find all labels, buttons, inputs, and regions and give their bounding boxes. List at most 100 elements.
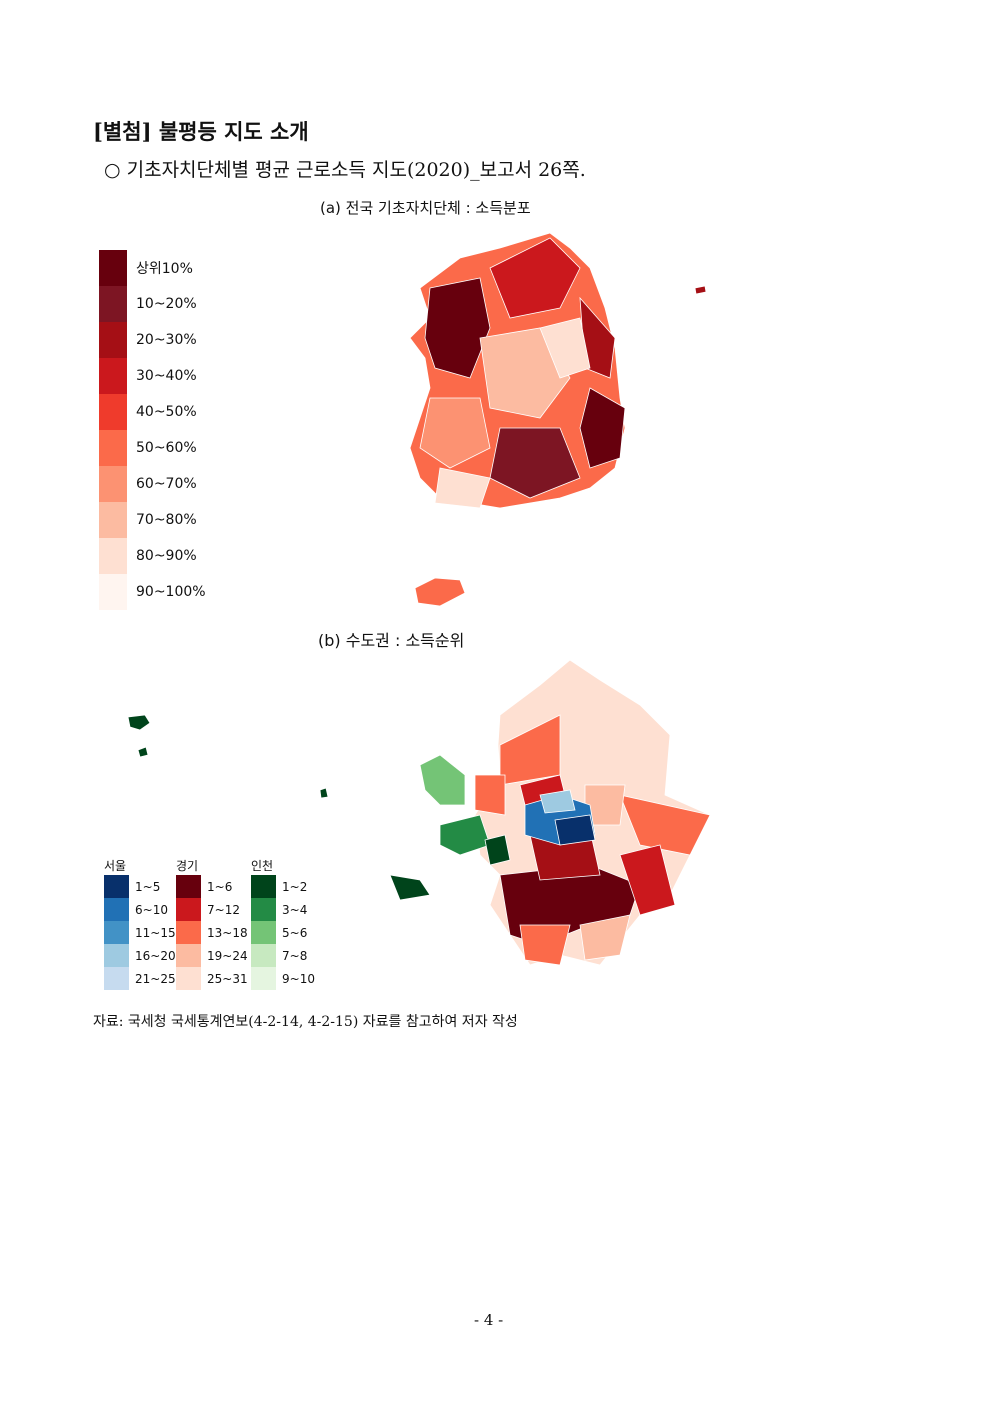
gyeonggi-legend: 경기 1~6 7~12 13~18 19~24 25~31 (176, 857, 248, 990)
incheon-region (439, 814, 491, 856)
legend-label: 1~2 (282, 879, 308, 894)
map-region (489, 237, 581, 319)
gyeonggi-region (619, 844, 676, 916)
map-region (414, 577, 466, 607)
seoul-legend: 서울 1~5 6~10 11~15 16~20 21~25 (104, 857, 176, 990)
figure-a-caption: (a) 전국 기초자치단체 : 소득분포 (320, 199, 531, 217)
legend-title: 인천 (251, 859, 274, 873)
gyeonggi-region (619, 794, 711, 856)
legend-label: 7~12 (207, 902, 240, 917)
legend-item: 90~100% (99, 574, 206, 610)
korea-income-map (409, 232, 707, 607)
legend-item: 20~30% (99, 322, 206, 358)
legend-swatch (176, 944, 201, 967)
legend-item: 25~31 (176, 967, 248, 990)
map-region (694, 285, 707, 295)
legend-label: 80~90% (136, 548, 197, 564)
legend-swatch (176, 898, 201, 921)
gyeonggi-region (519, 924, 571, 966)
legend-label: 상위10% (136, 261, 193, 277)
legend-item: 6~10 (104, 898, 176, 921)
legend-label: 1~6 (207, 879, 233, 894)
legend-item: 16~20 (104, 944, 176, 967)
gyeonggi-region (579, 914, 631, 961)
legend-item: 80~90% (99, 538, 206, 574)
legend-swatch (251, 944, 276, 967)
legend-label: 3~4 (282, 902, 308, 917)
legend-swatch (104, 944, 129, 967)
incheon-region (419, 754, 466, 806)
legend-label: 13~18 (207, 925, 248, 940)
legend-swatch (99, 538, 127, 574)
page-heading: [별첨] 불평등 지도 소개 (93, 119, 309, 144)
bullet-text: ○ 기초자치단체별 평균 근로소득 지도(2020)_보고서 26쪽. (104, 159, 586, 181)
incheon-region (127, 714, 151, 731)
legend-label: 21~25 (135, 971, 176, 986)
legend-swatch (99, 286, 127, 322)
legend-swatch (176, 921, 201, 944)
legend-swatch (176, 967, 201, 990)
legend-item: 상위10% (99, 250, 206, 286)
legend-item: 11~15 (104, 921, 176, 944)
legend-item: 1~2 (251, 875, 315, 898)
legend-item: 7~8 (251, 944, 315, 967)
map-region (419, 397, 491, 469)
legend-item: 1~6 (176, 875, 248, 898)
legend-label: 6~10 (135, 902, 168, 917)
legend-item: 30~40% (99, 358, 206, 394)
legend-label: 70~80% (136, 512, 197, 528)
gyeonggi-region (474, 774, 506, 816)
income-distribution-legend: 상위10% 10~20% 20~30% 30~40% 40~50% 50~60%… (99, 250, 206, 610)
map-region (479, 327, 571, 419)
capital-region-income-map (127, 659, 711, 966)
legend-title: 경기 (176, 859, 199, 873)
legend-label: 10~20% (136, 296, 197, 312)
seoul-region (554, 814, 596, 846)
incheon-region (137, 746, 149, 758)
legend-swatch (99, 250, 127, 286)
legend-swatch (104, 967, 129, 990)
incheon-region (389, 874, 431, 901)
page-number: - 4 - (474, 1311, 504, 1329)
legend-label: 11~15 (135, 925, 176, 940)
legend-swatch (99, 430, 127, 466)
legend-swatch (99, 466, 127, 502)
legend-swatch (251, 875, 276, 898)
legend-swatch (99, 574, 127, 610)
legend-item: 5~6 (251, 921, 315, 944)
legend-item: 7~12 (176, 898, 248, 921)
seoul-region (539, 789, 576, 814)
legend-item: 70~80% (99, 502, 206, 538)
legend-swatch (104, 921, 129, 944)
legend-title: 서울 (104, 859, 127, 873)
legend-swatch (104, 898, 129, 921)
figure-b-caption: (b) 수도권 : 소득순위 (318, 631, 465, 650)
legend-label: 25~31 (207, 971, 248, 986)
map-region (489, 427, 581, 499)
map-region (539, 317, 591, 379)
legend-item: 19~24 (176, 944, 248, 967)
legend-swatch (104, 875, 129, 898)
source-note: 자료: 국세청 국세통계연보(4-2-14, 4-2-15) 자료를 참고하여 … (93, 1014, 518, 1030)
incheon-legend: 인천 1~2 3~4 5~6 7~8 9~10 (251, 857, 315, 990)
legend-item: 50~60% (99, 430, 206, 466)
legend-item: 10~20% (99, 286, 206, 322)
legend-swatch (99, 394, 127, 430)
legend-label: 19~24 (207, 948, 248, 963)
legend-item: 1~5 (104, 875, 176, 898)
legend-item: 9~10 (251, 967, 315, 990)
legend-item: 13~18 (176, 921, 248, 944)
map-region (424, 277, 491, 379)
legend-label: 1~5 (135, 879, 161, 894)
legend-label: 50~60% (136, 440, 197, 456)
legend-label: 60~70% (136, 476, 197, 492)
legend-swatch (251, 898, 276, 921)
legend-item: 40~50% (99, 394, 206, 430)
incheon-region (484, 834, 511, 866)
legend-item: 21~25 (104, 967, 176, 990)
map-region (579, 387, 626, 469)
legend-swatch (251, 921, 276, 944)
legend-swatch (251, 967, 276, 990)
legend-label: 16~20 (135, 948, 176, 963)
